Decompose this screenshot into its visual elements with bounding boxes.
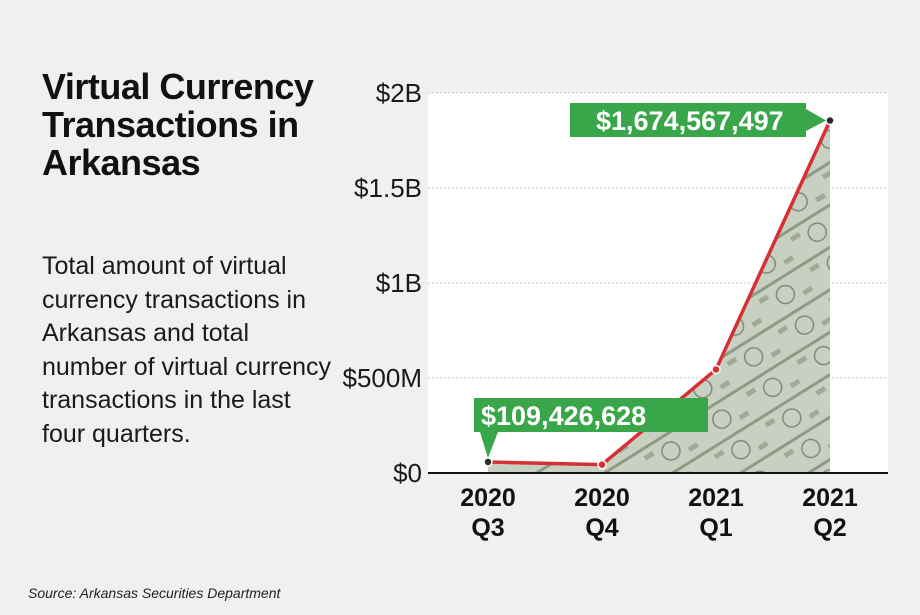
callout-pointer [806, 109, 826, 131]
chart-subtitle: Total amount of virtual currency transac… [42, 252, 332, 448]
y-tick-label: $0 [393, 458, 422, 488]
callout-label: $109,426,628 [481, 401, 646, 431]
x-tick-label: 2021 [688, 484, 744, 512]
x-tick-label: Q2 [813, 514, 846, 542]
data-point [825, 115, 835, 126]
x-tick-label: 2020 [574, 484, 630, 512]
callout-box [474, 398, 708, 432]
data-point [483, 457, 493, 467]
x-tick-label: 2020 [460, 484, 516, 512]
callout-1: $1,674,567,497 [570, 103, 826, 137]
y-axis-ticks: $0 $500M $1B $1.5B $2B [343, 78, 423, 488]
y-tick-label: $1.5B [354, 173, 422, 203]
y-tick-label: $1B [376, 268, 422, 298]
x-tick-label: 2021 [802, 484, 858, 512]
x-tick-label: Q4 [585, 514, 618, 542]
grid-lines [428, 92, 888, 379]
x-tick-label: Q1 [699, 514, 732, 542]
source-note: Source: Arkansas Securities Department [28, 585, 281, 601]
chart-title: Virtual Currency Transactions in Arkansa… [42, 66, 314, 183]
callout-pointer [480, 432, 498, 458]
callout-label: $1,674,567,497 [596, 106, 784, 136]
y-tick-label: $500M [343, 363, 423, 393]
y-tick-label: $2B [376, 78, 422, 108]
callout-0: $109,426,628 [474, 398, 708, 458]
data-point [597, 459, 607, 470]
data-points [483, 115, 835, 470]
callout-box [570, 103, 806, 137]
data-point [711, 364, 721, 375]
x-tick-label: Q3 [471, 514, 504, 542]
callouts: $109,426,628 $1,674,567,497 [474, 103, 826, 458]
